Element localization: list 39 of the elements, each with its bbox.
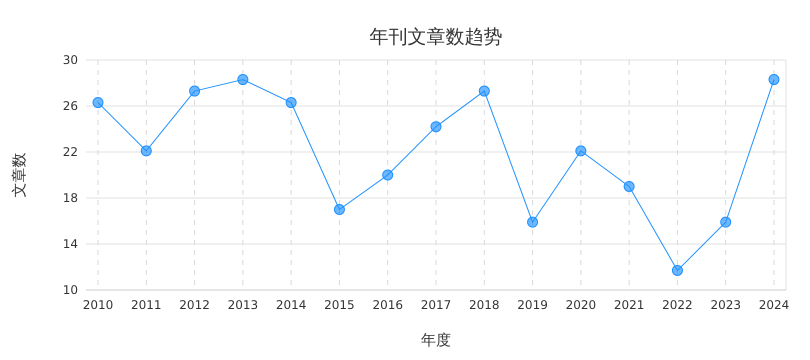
x-tick-label: 2021 (614, 298, 644, 312)
point (92, 97, 104, 108)
y-tick-label: 18 (62, 191, 78, 205)
x-tick-label: 2018 (469, 298, 500, 312)
y-tick-label: 14 (62, 237, 78, 251)
x-tick-label: 2014 (276, 298, 306, 312)
point (430, 121, 442, 132)
point (334, 204, 345, 215)
x-tick-label: 2012 (179, 298, 210, 312)
x-tick-label: 2013 (228, 298, 258, 312)
point (478, 86, 490, 97)
x-tick-label: 2020 (566, 298, 596, 312)
x-axis-title: 年度 (421, 331, 451, 349)
chart-title: 年刊文章数趋势 (370, 26, 502, 48)
point (140, 145, 152, 156)
point (720, 216, 732, 228)
point (624, 181, 635, 192)
point (237, 74, 248, 86)
point (189, 86, 200, 97)
point (527, 216, 538, 228)
point (286, 97, 297, 108)
x-tick-label: 2011 (131, 298, 162, 312)
x-tick-label: 2024 (758, 298, 790, 312)
point (672, 264, 683, 276)
x-tick-label: 2015 (324, 298, 355, 312)
y-tick-label: 22 (62, 145, 78, 159)
y-tick-label: 10 (62, 283, 78, 297)
point (575, 145, 586, 156)
y-tick-label: 26 (62, 99, 78, 113)
x-tick-label: 2022 (662, 298, 693, 312)
x-tick-label: 2017 (420, 298, 452, 312)
x-tick-label: 2010 (82, 298, 114, 312)
point (382, 170, 394, 180)
x-tick-label: 2019 (517, 298, 548, 312)
point (768, 74, 780, 86)
y-axis-title: 文章数 (10, 152, 28, 198)
y-tick-label: 30 (62, 53, 78, 67)
x-tick-label: 2023 (710, 298, 741, 312)
x-tick-label: 2016 (372, 298, 403, 312)
